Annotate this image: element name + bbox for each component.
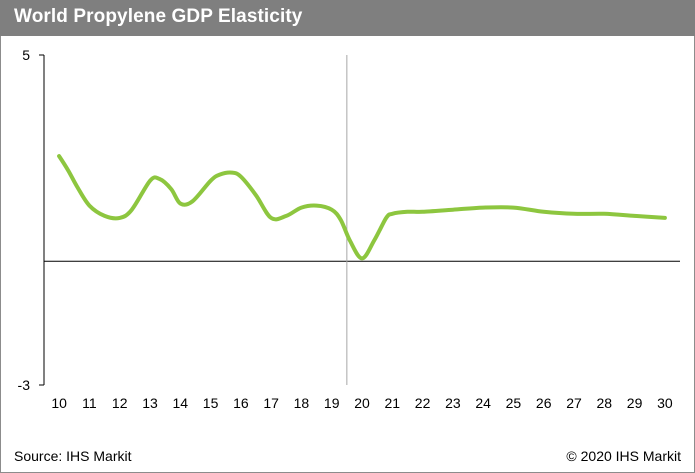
x-tick-label: 16 xyxy=(233,395,249,411)
x-tick-label: 14 xyxy=(172,395,188,411)
x-tick-label: 19 xyxy=(324,395,340,411)
x-tick-label: 15 xyxy=(203,395,219,411)
x-tick-label: 30 xyxy=(657,395,673,411)
x-tick-label: 20 xyxy=(354,395,370,411)
x-tick-label: 18 xyxy=(294,395,310,411)
x-tick-label: 21 xyxy=(384,395,400,411)
x-tick-label: 23 xyxy=(445,395,461,411)
y-tick-label-min: -3 xyxy=(18,377,31,393)
elasticity-series-line xyxy=(57,154,667,261)
source-note: Source: IHS Markit xyxy=(14,448,132,464)
copyright-note: © 2020 IHS Markit xyxy=(566,448,681,464)
x-tick-label: 26 xyxy=(536,395,552,411)
x-tick-label: 13 xyxy=(142,395,158,411)
x-tick-label: 28 xyxy=(596,395,612,411)
x-tick-label: 24 xyxy=(475,395,491,411)
x-tick-label: 17 xyxy=(263,395,279,411)
x-tick-label: 25 xyxy=(506,395,522,411)
line-chart: 5 -3 10 11 12 13 14 15 16 17 18 19 20 21 22 23 24 25 26 27 2… xyxy=(18,47,680,411)
x-tick-label: 12 xyxy=(112,395,128,411)
chart-title: World Propylene GDP Elasticity xyxy=(14,6,303,27)
y-tick-label-max: 5 xyxy=(22,47,30,63)
x-tick-label: 29 xyxy=(627,395,643,411)
x-tick-label: 10 xyxy=(51,395,67,411)
x-tick-label: 22 xyxy=(415,395,431,411)
x-tick-label: 27 xyxy=(566,395,582,411)
title-bar: World Propylene GDP Elasticity xyxy=(0,0,695,36)
x-tick-label: 11 xyxy=(82,395,97,411)
